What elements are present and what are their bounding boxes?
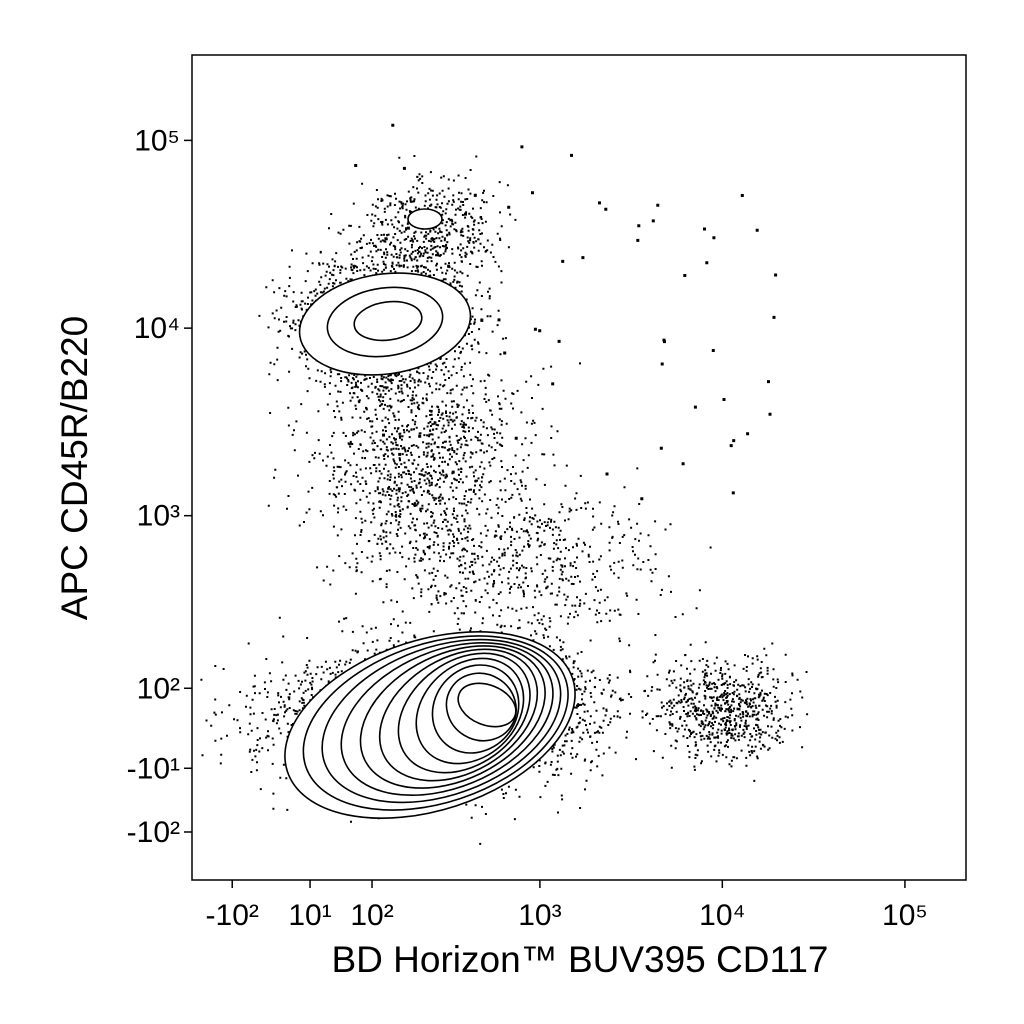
x-tick-label: 10¹ — [288, 899, 331, 932]
plot-frame — [191, 54, 967, 881]
y-tick-label: -10² — [127, 816, 180, 849]
y-tick-label: 10⁴ — [134, 312, 180, 345]
contour-line — [445, 672, 517, 742]
y-tick-label: 10³ — [137, 500, 180, 533]
y-tick-label: 10² — [137, 672, 180, 705]
contour-line — [415, 657, 525, 765]
contour-line — [340, 641, 554, 797]
x-tick-label: -10² — [206, 899, 259, 932]
contour-line — [407, 208, 443, 230]
contour-line — [321, 638, 562, 804]
y-tick-label: 10⁵ — [134, 124, 180, 157]
x-axis-label: BD Horizon™ BUV395 CD117 — [332, 939, 829, 980]
contour-line — [359, 645, 546, 789]
contours — [284, 208, 576, 819]
contour-line — [326, 286, 444, 358]
x-tick-label: 10² — [350, 899, 393, 932]
x-tick-label: 10³ — [518, 899, 561, 932]
x-tick-label: 10⁵ — [882, 899, 928, 932]
contour-line — [353, 300, 423, 342]
contour-line — [378, 648, 539, 782]
x-tick-label: 10⁴ — [699, 899, 745, 932]
contour-line — [457, 682, 517, 728]
contour-line — [284, 631, 576, 819]
y-axis-label: APC CD45R/B220 — [54, 316, 95, 620]
contour-line — [298, 272, 472, 376]
contour-line — [431, 664, 520, 754]
contour-line — [302, 635, 569, 811]
y-tick-label: -10¹ — [127, 752, 180, 785]
contour-line — [397, 652, 531, 774]
